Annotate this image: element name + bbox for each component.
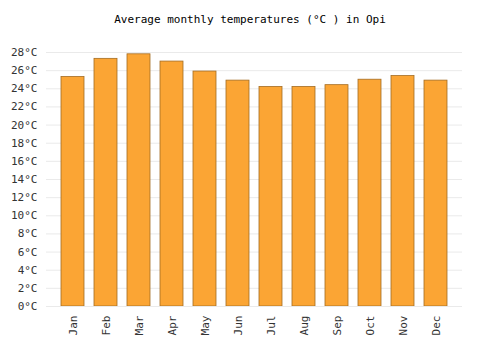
svg-text:2°C: 2°C [18,282,38,295]
svg-text:Sep: Sep [331,316,344,336]
svg-text:Mar: Mar [133,315,146,335]
svg-text:Feb: Feb [100,316,113,336]
svg-text:24°C: 24°C [11,82,38,95]
svg-text:Aug: Aug [298,316,311,336]
svg-text:4°C: 4°C [18,264,38,277]
svg-text:28°C: 28°C [11,46,38,59]
svg-text:14°C: 14°C [11,173,38,186]
svg-text:18°C: 18°C [11,137,38,150]
svg-text:0°C: 0°C [18,300,38,313]
svg-text:22°C: 22°C [11,100,38,113]
svg-text:6°C: 6°C [18,246,38,259]
svg-text:10°C: 10°C [11,209,38,222]
svg-text:12°C: 12°C [11,191,38,204]
svg-text:May: May [199,315,212,335]
svg-text:8°C: 8°C [18,227,38,240]
svg-text:Nov: Nov [397,315,410,335]
svg-text:Apr: Apr [166,315,179,335]
svg-text:Jun: Jun [232,316,245,336]
svg-text:16°C: 16°C [11,155,38,168]
svg-text:Oct: Oct [364,316,377,336]
svg-text:Dec: Dec [430,316,443,336]
svg-text:Jan: Jan [67,316,80,336]
html-text:Average monthly temperatures (: Average monthly temperatures (°C ) in Op… [114,13,386,26]
svg-text:26°C: 26°C [11,64,38,77]
svg-text:20°C: 20°C [11,119,38,132]
svg-text:Jul: Jul [265,316,278,336]
